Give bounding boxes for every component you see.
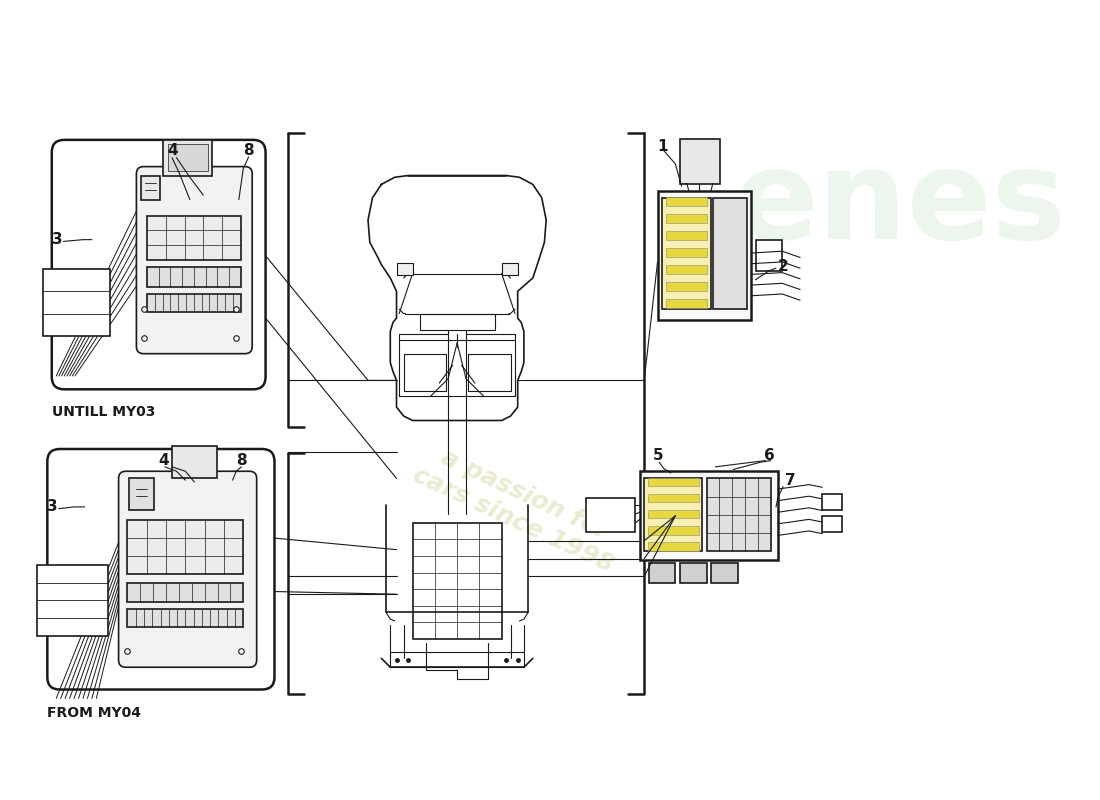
Bar <box>468 354 510 391</box>
Bar <box>666 197 707 206</box>
Bar <box>163 140 212 175</box>
Bar <box>648 478 698 486</box>
Bar <box>658 190 751 320</box>
Bar <box>586 498 636 532</box>
Bar <box>128 582 243 602</box>
Bar <box>823 516 842 532</box>
Bar <box>147 294 241 312</box>
FancyBboxPatch shape <box>47 449 275 690</box>
Text: 4: 4 <box>167 143 178 158</box>
Bar <box>756 240 782 271</box>
FancyBboxPatch shape <box>52 140 265 390</box>
Bar <box>666 231 707 240</box>
Bar <box>412 523 502 638</box>
Text: 6: 6 <box>764 448 776 462</box>
Bar <box>666 248 707 257</box>
Bar <box>648 526 698 534</box>
Text: enes: enes <box>734 143 1066 265</box>
Text: 1: 1 <box>658 138 668 154</box>
Bar <box>680 563 706 582</box>
Bar <box>666 214 707 223</box>
Bar <box>648 542 698 550</box>
Bar <box>640 471 778 560</box>
Bar <box>147 215 241 260</box>
Text: 3: 3 <box>47 499 58 514</box>
Text: 2: 2 <box>778 259 789 274</box>
Bar <box>396 263 412 275</box>
Bar <box>502 263 518 275</box>
Bar <box>711 563 738 582</box>
Bar <box>666 282 707 291</box>
Bar <box>649 563 675 582</box>
Bar <box>128 520 243 574</box>
Bar <box>823 494 842 510</box>
Bar <box>172 446 217 478</box>
Bar <box>713 198 747 309</box>
Text: FROM MY04: FROM MY04 <box>47 706 141 719</box>
Text: 5: 5 <box>653 448 663 462</box>
Text: 4: 4 <box>158 453 169 468</box>
Text: UNTILL MY03: UNTILL MY03 <box>52 406 155 419</box>
Bar <box>666 265 707 274</box>
Bar <box>167 144 208 171</box>
Text: 7: 7 <box>785 473 795 488</box>
Bar <box>680 139 719 183</box>
Bar <box>43 269 110 336</box>
Bar <box>147 267 241 287</box>
Bar <box>706 478 771 551</box>
Text: a passion for
cars since 1998: a passion for cars since 1998 <box>409 437 629 577</box>
FancyBboxPatch shape <box>136 166 252 354</box>
Bar <box>404 354 447 391</box>
Bar <box>648 510 698 518</box>
Bar <box>648 494 698 502</box>
Bar <box>128 610 243 627</box>
Text: 8: 8 <box>243 143 254 158</box>
Text: 8: 8 <box>236 453 246 468</box>
Bar <box>36 565 108 636</box>
Bar <box>662 198 711 309</box>
Bar <box>130 478 154 510</box>
Bar <box>645 478 702 551</box>
Text: 3: 3 <box>52 232 63 247</box>
FancyBboxPatch shape <box>119 471 256 667</box>
Bar <box>666 299 707 308</box>
Bar <box>141 175 161 201</box>
